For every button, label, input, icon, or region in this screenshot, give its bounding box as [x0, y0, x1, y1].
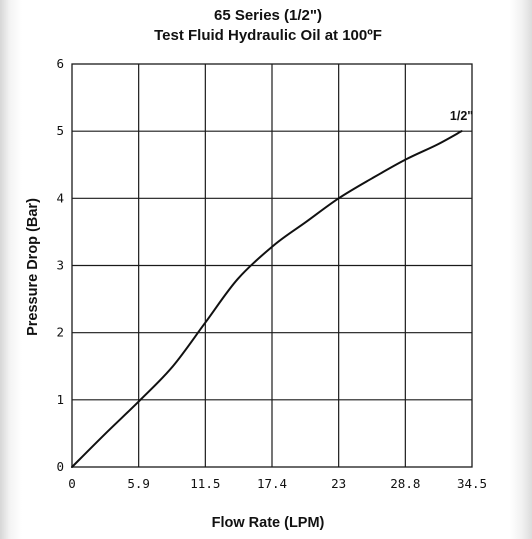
- y-tick-label: 3: [56, 258, 64, 273]
- x-tick-label: 17.4: [257, 476, 287, 491]
- x-tick-label: 5.9: [127, 476, 150, 491]
- series-line: [71, 130, 463, 468]
- y-tick-label: 5: [56, 123, 64, 138]
- x-tick-label: 28.8: [390, 476, 420, 491]
- chart-title: 65 Series (1/2"): [214, 7, 322, 24]
- y-tick-label: 6: [56, 56, 64, 71]
- y-axis-title: Pressure Drop (Bar): [25, 198, 41, 336]
- y-tick-label: 2: [56, 325, 64, 340]
- y-tick-label: 0: [56, 459, 64, 474]
- y-tick-label: 1: [56, 392, 64, 407]
- x-tick-label: 0: [68, 476, 76, 491]
- series-label: 1/2": [450, 109, 473, 123]
- chart-subtitle: Test Fluid Hydraulic Oil at 100ºF: [154, 27, 382, 44]
- y-tick-label: 4: [56, 190, 64, 205]
- x-axis-title: Flow Rate (LPM): [212, 515, 325, 531]
- x-tick-label: 23: [331, 476, 346, 491]
- x-tick-label: 34.5: [457, 476, 487, 491]
- x-tick-label: 11.5: [190, 476, 220, 491]
